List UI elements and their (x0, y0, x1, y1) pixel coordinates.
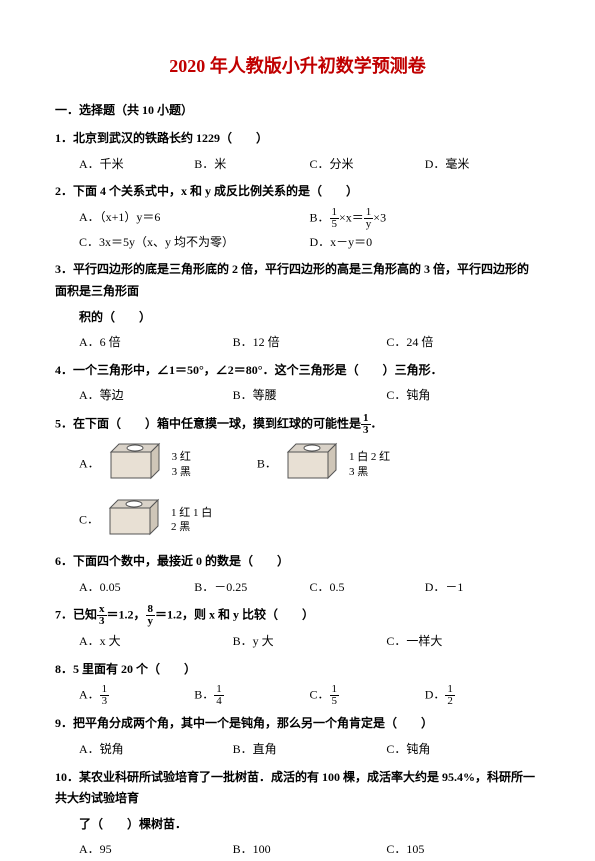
frac-8-y: 8y (146, 604, 156, 627)
q5-text: 5．在下面（ ）箱中任意摸一球，摸到红球的可能性是13． (55, 413, 540, 436)
q7-opt-c: C．一样大 (386, 631, 540, 653)
frac-1-3: 13 (361, 413, 371, 436)
q3-text: 3．平行四边形的底是三角形底的 2 倍，平行四边形的高是三角形高的 3 倍，平行… (55, 259, 540, 302)
q10-text: 10．某农业科研所试验培育了一批树苗．成活的有 100 棵，成活率大约是 95.… (55, 767, 540, 810)
q1-opt-a: A．千米 (79, 154, 194, 176)
question-6: 6．下面四个数中，最接近 0 的数是（ ） A．0.05 B．－0.25 C．0… (55, 551, 540, 598)
frac-1-4: 14 (214, 684, 224, 707)
q8-opt-c: C．15 (310, 684, 425, 707)
question-9: 9．把平角分成两个角，其中一个是钝角，那么另一个角肯定是（ ） A．锐角 B．直… (55, 713, 540, 760)
q1-opt-c: C．分米 (310, 154, 425, 176)
q2-opt-b: B．15×x＝1y×3 (310, 207, 541, 230)
box-icon-c (102, 496, 162, 546)
q5c1: 1 红 1 白 (171, 507, 212, 519)
q2b-mid: ×x＝ (339, 210, 364, 224)
frac-1-2: 12 (445, 684, 455, 707)
question-5: 5．在下面（ ）箱中任意摸一球，摸到红球的可能性是13． A． 3 红3 黑 B… (55, 413, 540, 545)
q4-opt-a: A．等边 (79, 385, 233, 407)
q8-opt-d: D．12 (425, 684, 540, 707)
q9-opt-a: A．锐角 (79, 739, 233, 761)
q6-opt-a: A．0.05 (79, 577, 194, 599)
q4-opt-c: C．钝角 (386, 385, 540, 407)
q6-opt-b: B．－0.25 (194, 577, 309, 599)
frac-1-3b: 13 (100, 684, 110, 707)
question-10: 10．某农业科研所试验培育了一批树苗．成活的有 100 棵，成活率大约是 95.… (55, 767, 540, 861)
q7-text: 7．已知x3＝1.2，8y＝1.2，则 x 和 y 比较（ ） (55, 604, 540, 627)
q10-text2: 了（ ）棵树苗． (55, 814, 540, 836)
q6-text: 6．下面四个数中，最接近 0 的数是（ ） (55, 551, 540, 573)
q9-opt-b: B．直角 (233, 739, 387, 761)
q5c2: 2 黑 (171, 521, 190, 533)
q4-text: 4．一个三角形中，∠1＝50°，∠2＝80°．这个三角形是（ ）三角形． (55, 360, 540, 382)
q4-opt-b: B．等腰 (233, 385, 387, 407)
q3-opt-c: C．24 倍 (386, 332, 540, 354)
question-2: 2．下面 4 个关系式中，x 和 y 成反比例关系的是（ ） A．（x+1）y＝… (55, 181, 540, 253)
q8a-pre: A． (79, 688, 100, 702)
q6-opt-d: D．－1 (425, 577, 540, 599)
q7-pre: 7．已知 (55, 608, 97, 622)
q7-opt-a: A．x 大 (79, 631, 233, 653)
question-1: 1．北京到武汉的铁路长约 1229（ ） A．千米 B．米 C．分米 D．毫米 (55, 128, 540, 175)
q6-opt-c: C．0.5 (310, 577, 425, 599)
q2-opt-a: A．（x+1）y＝6 (79, 207, 310, 230)
page-title: 2020 年人教版小升初数学预测卷 (55, 50, 540, 82)
q3-text2: 积的（ ） (55, 307, 540, 329)
q2-opt-d: D．x－y＝0 (310, 232, 541, 254)
q5-pre: 5．在下面（ ）箱中任意摸一球，摸到红球的可能性是 (55, 416, 361, 430)
section-header: 一．选择题（共 10 小题） (55, 100, 540, 122)
q8d-pre: D． (425, 688, 446, 702)
question-4: 4．一个三角形中，∠1＝50°，∠2＝80°．这个三角形是（ ）三角形． A．等… (55, 360, 540, 407)
q5-opt-c-label: C． (79, 512, 99, 526)
q5b1: 1 白 2 红 (349, 451, 390, 463)
box-icon-a (103, 440, 163, 490)
q5-c-lines: 1 红 1 白 2 黑 (171, 506, 212, 535)
q5-opt-a-label: A． (79, 456, 100, 470)
q5a2: 3 黑 (172, 466, 191, 478)
q5-b-lines: 1 白 2 红 3 黑 (349, 450, 390, 479)
q9-opt-c: C．钝角 (386, 739, 540, 761)
q5a1: 3 红 (172, 451, 191, 463)
q8b-pre: B． (194, 688, 214, 702)
q10-opt-c: C．105 (386, 839, 540, 861)
q10-opt-a: A．95 (79, 839, 233, 861)
q5-opt-b-label: B． (257, 456, 277, 470)
q8-opt-b: B．14 (194, 684, 309, 707)
q5-a-lines: 3 红3 黑 (172, 450, 191, 479)
q7-opt-b: B．y 大 (233, 631, 387, 653)
q8-text: 8．5 里面有 20 个（ ） (55, 659, 540, 681)
box-icon-b (280, 440, 340, 490)
frac-1-5: 15 (330, 207, 340, 230)
frac-1-y: 1y (364, 207, 374, 230)
q2b-pre: B． (310, 210, 330, 224)
q3-opt-a: A．6 倍 (79, 332, 233, 354)
q1-opt-b: B．米 (194, 154, 309, 176)
q8-opt-a: A．13 (79, 684, 194, 707)
q2b-post: ×3 (373, 210, 386, 224)
q5-post: ． (371, 416, 383, 430)
q5b2: 3 黑 (349, 466, 368, 478)
q7-mid1: ＝1.2， (107, 608, 146, 622)
q1-text: 1．北京到武汉的铁路长约 1229（ ） (55, 128, 540, 150)
frac-1-5b: 15 (330, 684, 340, 707)
question-7: 7．已知x3＝1.2，8y＝1.2，则 x 和 y 比较（ ） A．x 大 B．… (55, 604, 540, 653)
question-3: 3．平行四边形的底是三角形底的 2 倍，平行四边形的高是三角形高的 3 倍，平行… (55, 259, 540, 353)
q1-opt-d: D．毫米 (425, 154, 540, 176)
question-8: 8．5 里面有 20 个（ ） A．13 B．14 C．15 D．12 (55, 659, 540, 708)
q2-opt-c: C．3x＝5y（x、y 均不为零） (79, 232, 310, 254)
q3-opt-b: B．12 倍 (233, 332, 387, 354)
q10-opt-b: B．100 (233, 839, 387, 861)
q9-text: 9．把平角分成两个角，其中一个是钝角，那么另一个角肯定是（ ） (55, 713, 540, 735)
q7-mid2: ＝1.2，则 x 和 y 比较（ ） (155, 608, 314, 622)
q2-text: 2．下面 4 个关系式中，x 和 y 成反比例关系的是（ ） (55, 181, 540, 203)
q8c-pre: C． (310, 688, 330, 702)
frac-x-3: x3 (97, 604, 107, 627)
